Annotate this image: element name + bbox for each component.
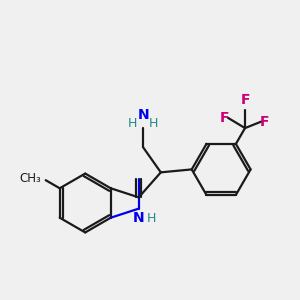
Text: N: N — [137, 108, 149, 122]
Text: F: F — [240, 94, 250, 107]
Text: H: H — [128, 117, 137, 130]
Text: H: H — [146, 212, 156, 225]
Text: F: F — [260, 115, 269, 129]
Text: F: F — [220, 111, 230, 125]
Text: H: H — [149, 117, 158, 130]
Text: N: N — [133, 211, 145, 225]
Text: CH₃: CH₃ — [20, 172, 41, 185]
